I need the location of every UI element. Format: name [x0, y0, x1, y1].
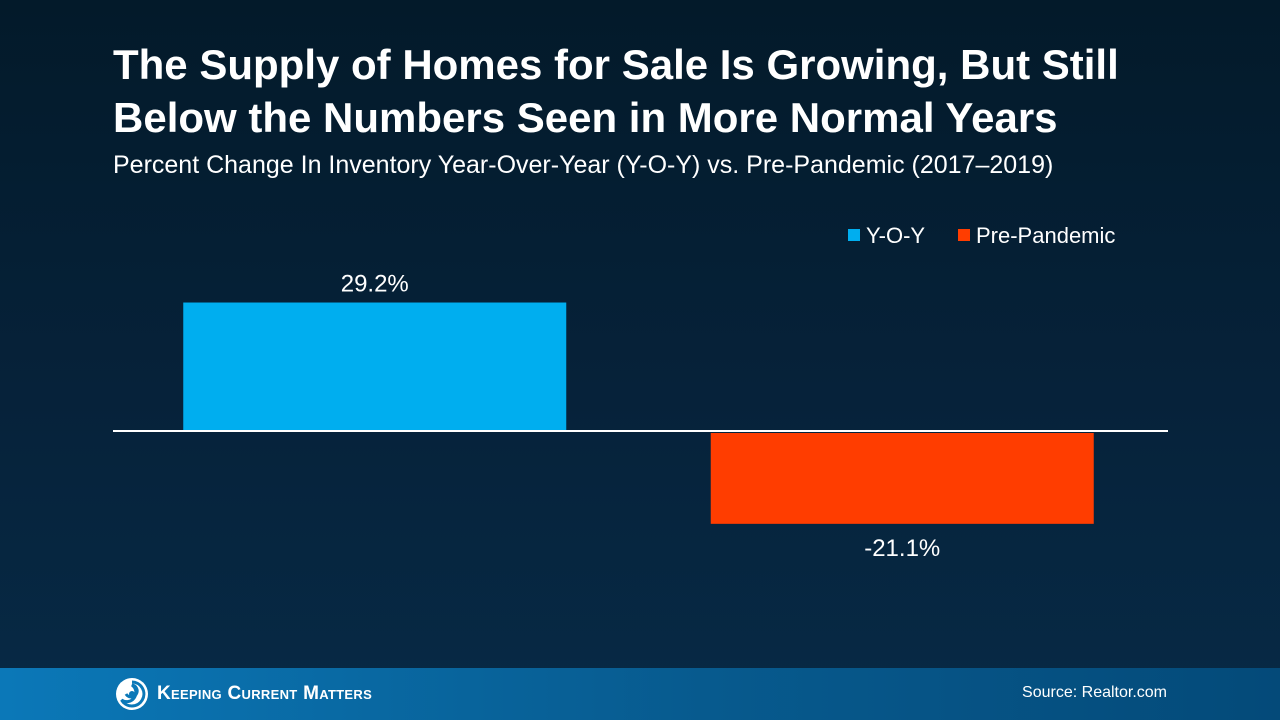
swirl-logo-icon: [116, 678, 148, 710]
legend-swatch-y-o-y: [848, 229, 860, 241]
chart-subtitle: Percent Change In Inventory Year-Over-Ye…: [113, 151, 1054, 179]
data-label-pre-pandemic: -21.1%: [864, 535, 940, 562]
chart-title: The Supply of Homes for Sale Is Growing,…: [113, 41, 1119, 141]
bar-chart: 29.2% -21.1% Y-O-Y Pre-Pandemic: [183, 223, 1115, 562]
bar-pre-pandemic: [710, 433, 1094, 524]
legend-swatch-pre-pandemic: [958, 229, 970, 241]
legend-label-y-o-y: Y-O-Y: [866, 223, 925, 248]
legend-label-pre-pandemic: Pre-Pandemic: [976, 223, 1115, 248]
data-label-y-o-y: 29.2%: [341, 271, 409, 298]
footer-bar: Keeping Current Matters Source: Realtor.…: [0, 668, 1280, 720]
brand-name: Keeping Current Matters: [157, 683, 373, 704]
bar-y-o-y: [183, 302, 567, 431]
brand-logo[interactable]: Keeping Current Matters: [115, 677, 372, 711]
source-credit: Source: Realtor.com: [1022, 684, 1167, 701]
